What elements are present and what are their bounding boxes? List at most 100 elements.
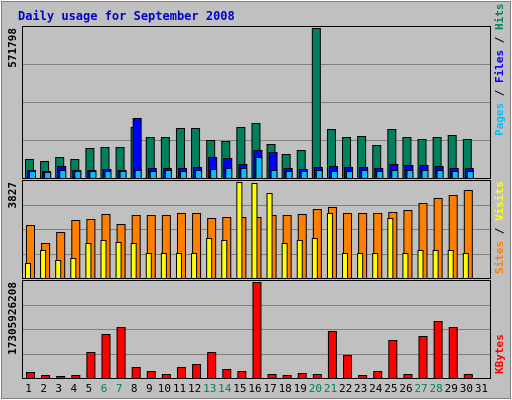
pages-bar xyxy=(59,170,67,179)
panel-2-legend: Sites / Visits xyxy=(493,181,506,274)
x-tick-label: 25 xyxy=(384,382,397,395)
x-tick-label: 19 xyxy=(294,382,307,395)
kbytes-bar xyxy=(101,334,111,379)
kbytes-bar xyxy=(297,373,307,379)
files-bar xyxy=(132,118,142,179)
x-tick-label: 15 xyxy=(233,382,246,395)
x-tick-label: 26 xyxy=(399,382,412,395)
visits-bar xyxy=(160,253,167,279)
kbytes-bar xyxy=(267,374,277,379)
visits-bar xyxy=(175,253,182,279)
x-tick-label: 17 xyxy=(263,382,276,395)
visits-bar xyxy=(130,243,137,279)
x-tick-label: 30 xyxy=(460,382,473,395)
visits-bar xyxy=(251,183,258,279)
visits-bar xyxy=(266,193,273,279)
visits-bar xyxy=(432,250,439,279)
kbytes-bar xyxy=(282,375,292,379)
panel-3-legend: KBytes xyxy=(493,334,506,374)
panel-1-max-label: 571798 xyxy=(6,28,19,68)
x-tick-label: 6 xyxy=(101,382,108,395)
kbytes-bar xyxy=(252,282,262,379)
kbytes-bar xyxy=(433,321,443,379)
kbytes-bar xyxy=(176,367,186,379)
kbytes-bar xyxy=(463,374,473,379)
x-tick-label: 14 xyxy=(218,382,232,395)
visits-bar xyxy=(447,250,454,279)
pages-bar xyxy=(436,170,444,179)
kbytes-bar xyxy=(222,369,232,379)
x-tick-label: 20 xyxy=(309,382,322,395)
pages-bar xyxy=(149,171,157,179)
x-tick-label: 24 xyxy=(369,382,383,395)
pages-bar xyxy=(195,170,203,179)
x-tick-label: 9 xyxy=(146,382,153,395)
pages-bar xyxy=(225,168,233,179)
kbytes-bar xyxy=(192,364,202,379)
visits-bar xyxy=(221,240,228,279)
legend-sites: Sites xyxy=(493,241,506,274)
legend-hits: Hits xyxy=(493,4,506,31)
pages-bar xyxy=(270,170,278,179)
kbytes-bar xyxy=(358,375,368,379)
legend-files: Files xyxy=(493,50,506,83)
x-tick-label: 10 xyxy=(158,382,171,395)
visits-bar xyxy=(145,253,152,279)
pages-bar xyxy=(44,172,52,179)
kbytes-bar xyxy=(312,374,322,379)
visits-bar xyxy=(55,260,62,279)
panel-1-legend: Pages / Files / Hits xyxy=(493,4,506,137)
chart-title: Daily usage for September 2008 xyxy=(18,9,235,23)
x-tick-label: 12 xyxy=(188,382,201,395)
visits-bar xyxy=(402,253,409,279)
visits-bar xyxy=(281,243,288,279)
pages-bar xyxy=(300,171,308,179)
x-tick-label: 18 xyxy=(279,382,292,395)
legend-sep: / xyxy=(493,83,506,103)
pages-bar xyxy=(315,170,323,179)
kbytes-bar xyxy=(207,352,217,379)
x-tick-label: 22 xyxy=(339,382,352,395)
kbytes-bar xyxy=(388,340,398,379)
x-tick-label: 11 xyxy=(173,382,186,395)
x-tick-label: 13 xyxy=(203,382,216,395)
x-tick-label: 31 xyxy=(475,382,488,395)
pages-bar xyxy=(134,170,142,179)
pages-bar xyxy=(451,171,459,179)
pages-bar xyxy=(346,171,354,179)
visits-bar xyxy=(357,253,364,279)
x-tick-label: 5 xyxy=(86,382,93,395)
visits-bar xyxy=(296,240,303,279)
pages-bar xyxy=(466,171,474,179)
x-tick-label: 21 xyxy=(324,382,337,395)
pages-bar xyxy=(74,171,82,179)
pages-bar xyxy=(376,171,384,179)
kbytes-bar xyxy=(418,336,428,379)
kbytes-bar xyxy=(448,327,458,379)
kbytes-bar xyxy=(71,375,81,379)
visits-bar xyxy=(372,253,379,279)
kbytes-bar xyxy=(86,352,96,379)
visits-bar xyxy=(236,182,243,279)
pages-bar xyxy=(255,157,263,179)
kbytes-bar xyxy=(373,371,383,379)
pages-bar xyxy=(119,171,127,179)
pages-bar xyxy=(330,171,338,179)
visits-bar xyxy=(85,243,92,279)
pages-bar xyxy=(179,171,187,179)
panel-2-max-label: 3827 xyxy=(6,182,19,209)
pages-bar xyxy=(29,171,36,179)
pages-bar xyxy=(406,170,414,179)
kbytes-bar xyxy=(116,327,126,379)
x-tick-label: 7 xyxy=(116,382,123,395)
x-tick-label: 3 xyxy=(55,382,62,395)
x-tick-label: 29 xyxy=(445,382,458,395)
x-tick-label: 8 xyxy=(131,382,138,395)
kbytes-bar xyxy=(146,371,156,379)
visits-bar xyxy=(342,253,349,279)
pages-bar xyxy=(240,168,248,179)
legend-sep: / xyxy=(493,221,506,241)
